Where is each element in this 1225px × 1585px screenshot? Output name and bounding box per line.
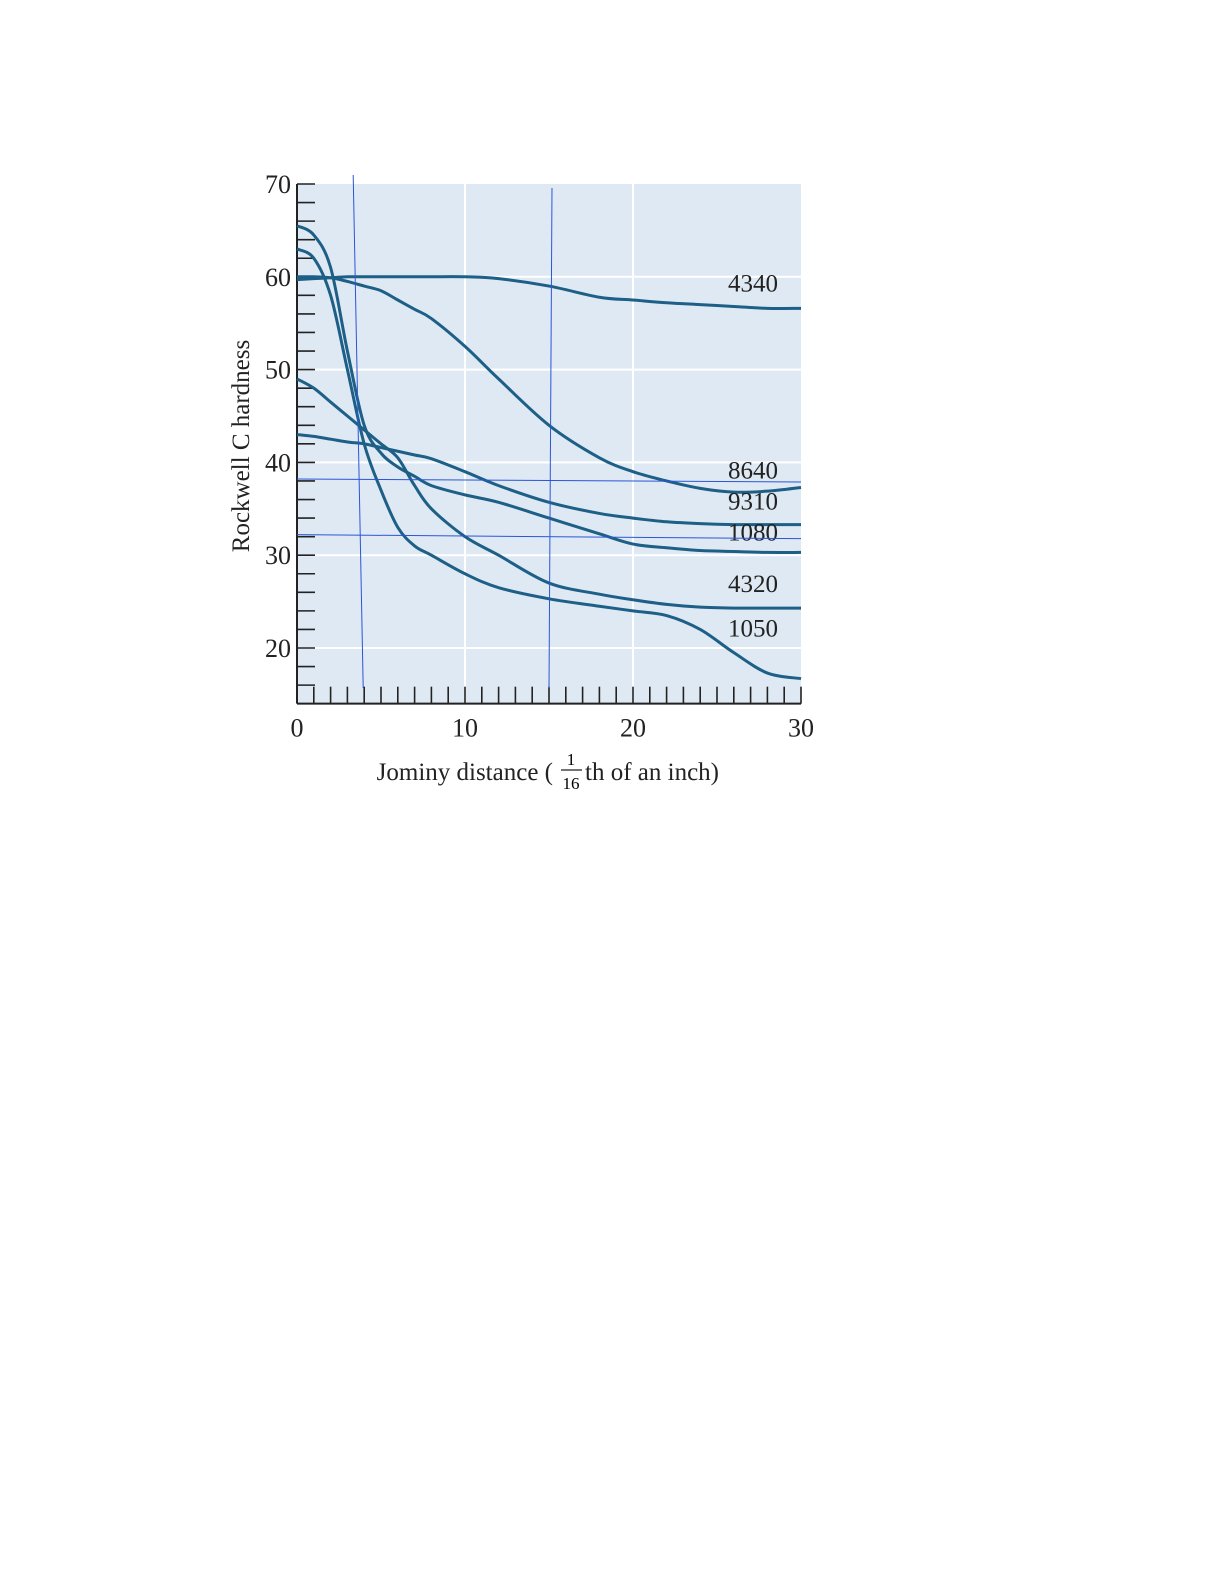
curve-1080 <box>296 224 802 554</box>
x-axis-label: Jominy distance ( 1 16 th of an inch) <box>377 750 719 793</box>
curve-8640 <box>296 275 802 494</box>
series-label-1050: 1050 <box>728 616 778 643</box>
y-tick-label: 20 <box>265 634 291 663</box>
x-axis-label-num: 1 <box>567 750 576 769</box>
y-tick-label: 60 <box>265 263 291 292</box>
curves <box>296 224 802 681</box>
series-labels: 4340 8640 9310 1080 4320 1050 <box>728 270 778 642</box>
curve-9310 <box>296 433 801 527</box>
series-label-9310: 9310 <box>728 489 778 516</box>
annotation-horizontal-line <box>296 478 802 483</box>
x-tick-label: 30 <box>788 714 814 743</box>
series-label-4320: 4320 <box>728 571 778 598</box>
x-tick-label: 10 <box>452 714 478 743</box>
annotation-lines <box>296 174 802 689</box>
x-tick-label: 0 <box>291 714 304 743</box>
y-tick-label: 30 <box>265 541 291 570</box>
curve-4320 <box>296 377 801 610</box>
y-tick-label: 50 <box>265 356 291 385</box>
curve-4340 <box>296 275 802 310</box>
curve-1050 <box>296 247 802 681</box>
x-axis-label-before: Jominy distance ( <box>377 759 553 786</box>
y-tick-label: 70 <box>265 170 291 199</box>
series-label-8640: 8640 <box>728 457 778 484</box>
x-tick-label: 20 <box>620 714 646 743</box>
series-label-1080: 1080 <box>728 519 778 546</box>
series-label-4340: 4340 <box>728 270 778 297</box>
y-tick-label: 40 <box>265 448 291 477</box>
annotation-vertical-line <box>352 174 364 689</box>
y-axis-label: Rockwell C hardness <box>228 340 255 552</box>
annotation-vertical-line <box>548 187 553 689</box>
x-axis-label-den: 16 <box>563 774 580 793</box>
ticks: 0 10 20 30 20 30 40 50 60 70 <box>265 170 814 743</box>
x-axis-label-after: th of an inch) <box>585 759 719 786</box>
annotation-horizontal-line <box>296 534 802 540</box>
